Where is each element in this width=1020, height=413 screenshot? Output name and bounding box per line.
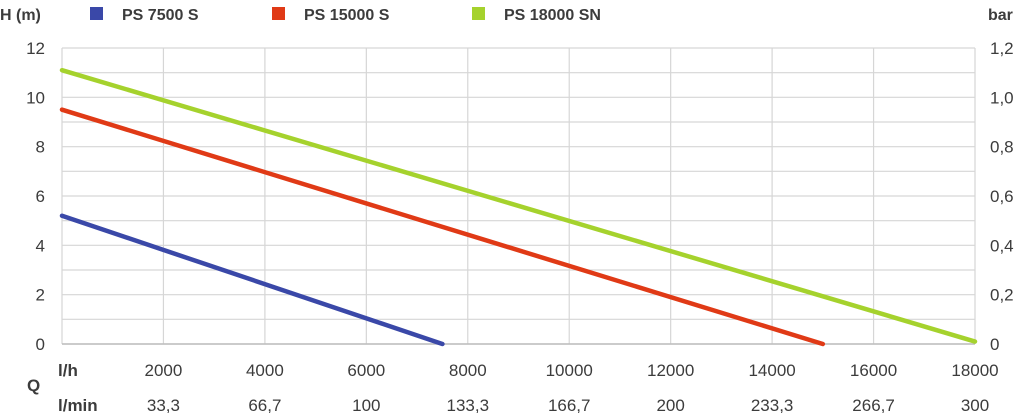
series-line xyxy=(59,67,978,344)
y-left-tick-label: 6 xyxy=(36,187,45,206)
legend-label: PS 18000 SN xyxy=(504,7,601,24)
x-axis-label: Q xyxy=(27,376,40,395)
x-tick-label-lh: 12000 xyxy=(647,361,694,380)
x-axis: 2000 4000 6000 8000 10000 12000 14000 16000 1800… xyxy=(145,361,999,413)
legend-swatch xyxy=(472,7,485,20)
x-tick-label-lh: 16000 xyxy=(850,361,897,380)
y-right-tick-label: 0 xyxy=(990,335,999,354)
y-left-tick-label: 0 xyxy=(36,335,45,354)
y-axis-left: 0 2 4 6 8 10 12 xyxy=(26,39,45,354)
x-tick-label-lmin: 200 xyxy=(656,396,684,413)
y-right-tick-label: 0,4 xyxy=(990,236,1014,255)
x-tick-label-lh: 10000 xyxy=(546,361,593,380)
series-line xyxy=(59,107,826,347)
legend-swatch xyxy=(272,7,285,20)
x-tick-label-lh: 4000 xyxy=(246,361,284,380)
x-tick-label-lh: 18000 xyxy=(951,361,998,380)
x-tick-label-lmin: 166,7 xyxy=(548,396,591,413)
x-tick-label-lmin: 233,3 xyxy=(751,396,794,413)
y-axis-right-label: bar xyxy=(988,7,1013,24)
x-row-lmin-unit: l/min xyxy=(58,396,98,413)
y-left-tick-label: 2 xyxy=(36,286,45,305)
series-line xyxy=(59,213,445,347)
x-tick-label-lh: 8000 xyxy=(449,361,487,380)
x-tick-label-lh: 6000 xyxy=(347,361,385,380)
legend-label: PS 15000 S xyxy=(304,7,390,24)
chart-series xyxy=(59,67,978,347)
y-left-tick-label: 12 xyxy=(26,39,45,58)
y-left-tick-label: 10 xyxy=(26,88,45,107)
x-tick-label-lmin: 100 xyxy=(352,396,380,413)
x-tick-label-lmin: 133,3 xyxy=(447,396,490,413)
legend-swatch xyxy=(90,7,103,20)
y-right-tick-label: 0,8 xyxy=(990,138,1014,157)
y-right-tick-label: 0,6 xyxy=(990,187,1014,206)
x-tick-label-lh: 14000 xyxy=(748,361,795,380)
y-left-tick-label: 4 xyxy=(36,236,45,255)
x-tick-label-lh: 2000 xyxy=(145,361,183,380)
x-tick-label-lmin: 33,3 xyxy=(147,396,180,413)
x-tick-label-lmin: 300 xyxy=(961,396,989,413)
x-tick-label-lmin: 266,7 xyxy=(852,396,895,413)
chart-legend: PS 7500 S PS 15000 S PS 18000 SN xyxy=(90,7,601,24)
x-tick-label-lmin: 66,7 xyxy=(248,396,281,413)
x-row-lh-unit: l/h xyxy=(58,361,78,380)
y-axis-left-label: H (m) xyxy=(0,7,41,24)
y-axis-right: 0 0,2 0,4 0,6 0,8 1,0 1,2 xyxy=(990,39,1014,354)
y-left-tick-label: 8 xyxy=(36,138,45,157)
y-right-tick-label: 1,2 xyxy=(990,39,1014,58)
legend-label: PS 7500 S xyxy=(122,7,199,24)
chart-grid xyxy=(61,47,976,345)
y-right-tick-label: 0,2 xyxy=(990,286,1014,305)
y-right-tick-label: 1,0 xyxy=(990,88,1014,107)
